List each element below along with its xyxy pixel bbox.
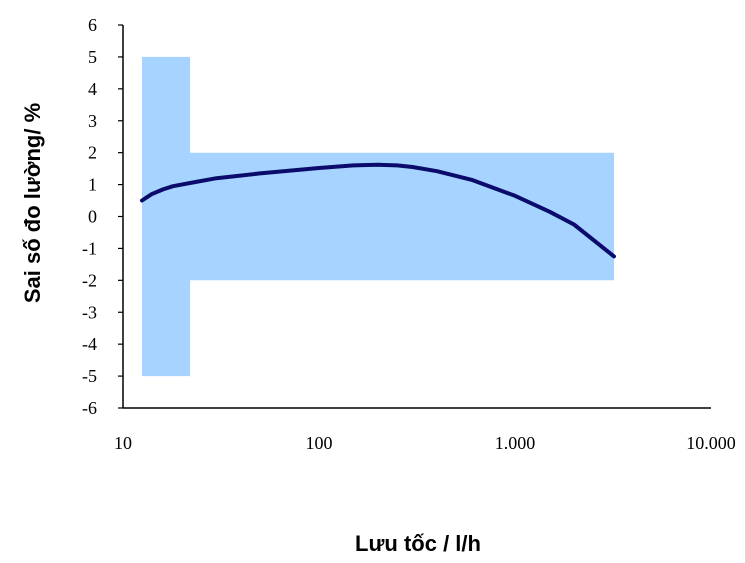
y-tick-label: 2	[88, 143, 97, 163]
y-tick-label: -4	[82, 334, 97, 354]
x-tick-label: 10.000	[686, 433, 736, 453]
x-axis-title: Lưu tốc / l/h	[355, 531, 481, 556]
y-tick-label: 0	[88, 207, 97, 227]
x-tick-label: 1.000	[495, 433, 536, 453]
series-line	[140, 162, 616, 259]
y-tick-label: -6	[82, 398, 97, 418]
y-tick-label: 3	[88, 111, 97, 131]
y-axis-title: Sai số đo lường/ %	[20, 103, 45, 303]
y-tick-label: 1	[88, 175, 97, 195]
y-tick-label: -1	[82, 238, 97, 258]
y-tick-label: 5	[88, 47, 97, 67]
tolerance-band	[142, 56, 614, 377]
y-tick-label: -2	[82, 270, 97, 290]
series-layer	[140, 162, 616, 259]
y-tick-label: -3	[82, 302, 97, 322]
tolerance-band-area	[142, 56, 614, 377]
y-tick-label: 6	[88, 15, 97, 35]
x-tick-label: 10	[114, 433, 132, 453]
y-tick-labels: 6 5 4 3 2 1 0 -1 -2 -3 -4 -5 -6	[82, 15, 123, 418]
x-tick-label: 100	[306, 433, 333, 453]
y-tick-label: 4	[88, 79, 97, 99]
y-tick-label: -5	[82, 366, 97, 386]
x-tick-labels: 10 100 1.000 10.000	[114, 433, 736, 453]
